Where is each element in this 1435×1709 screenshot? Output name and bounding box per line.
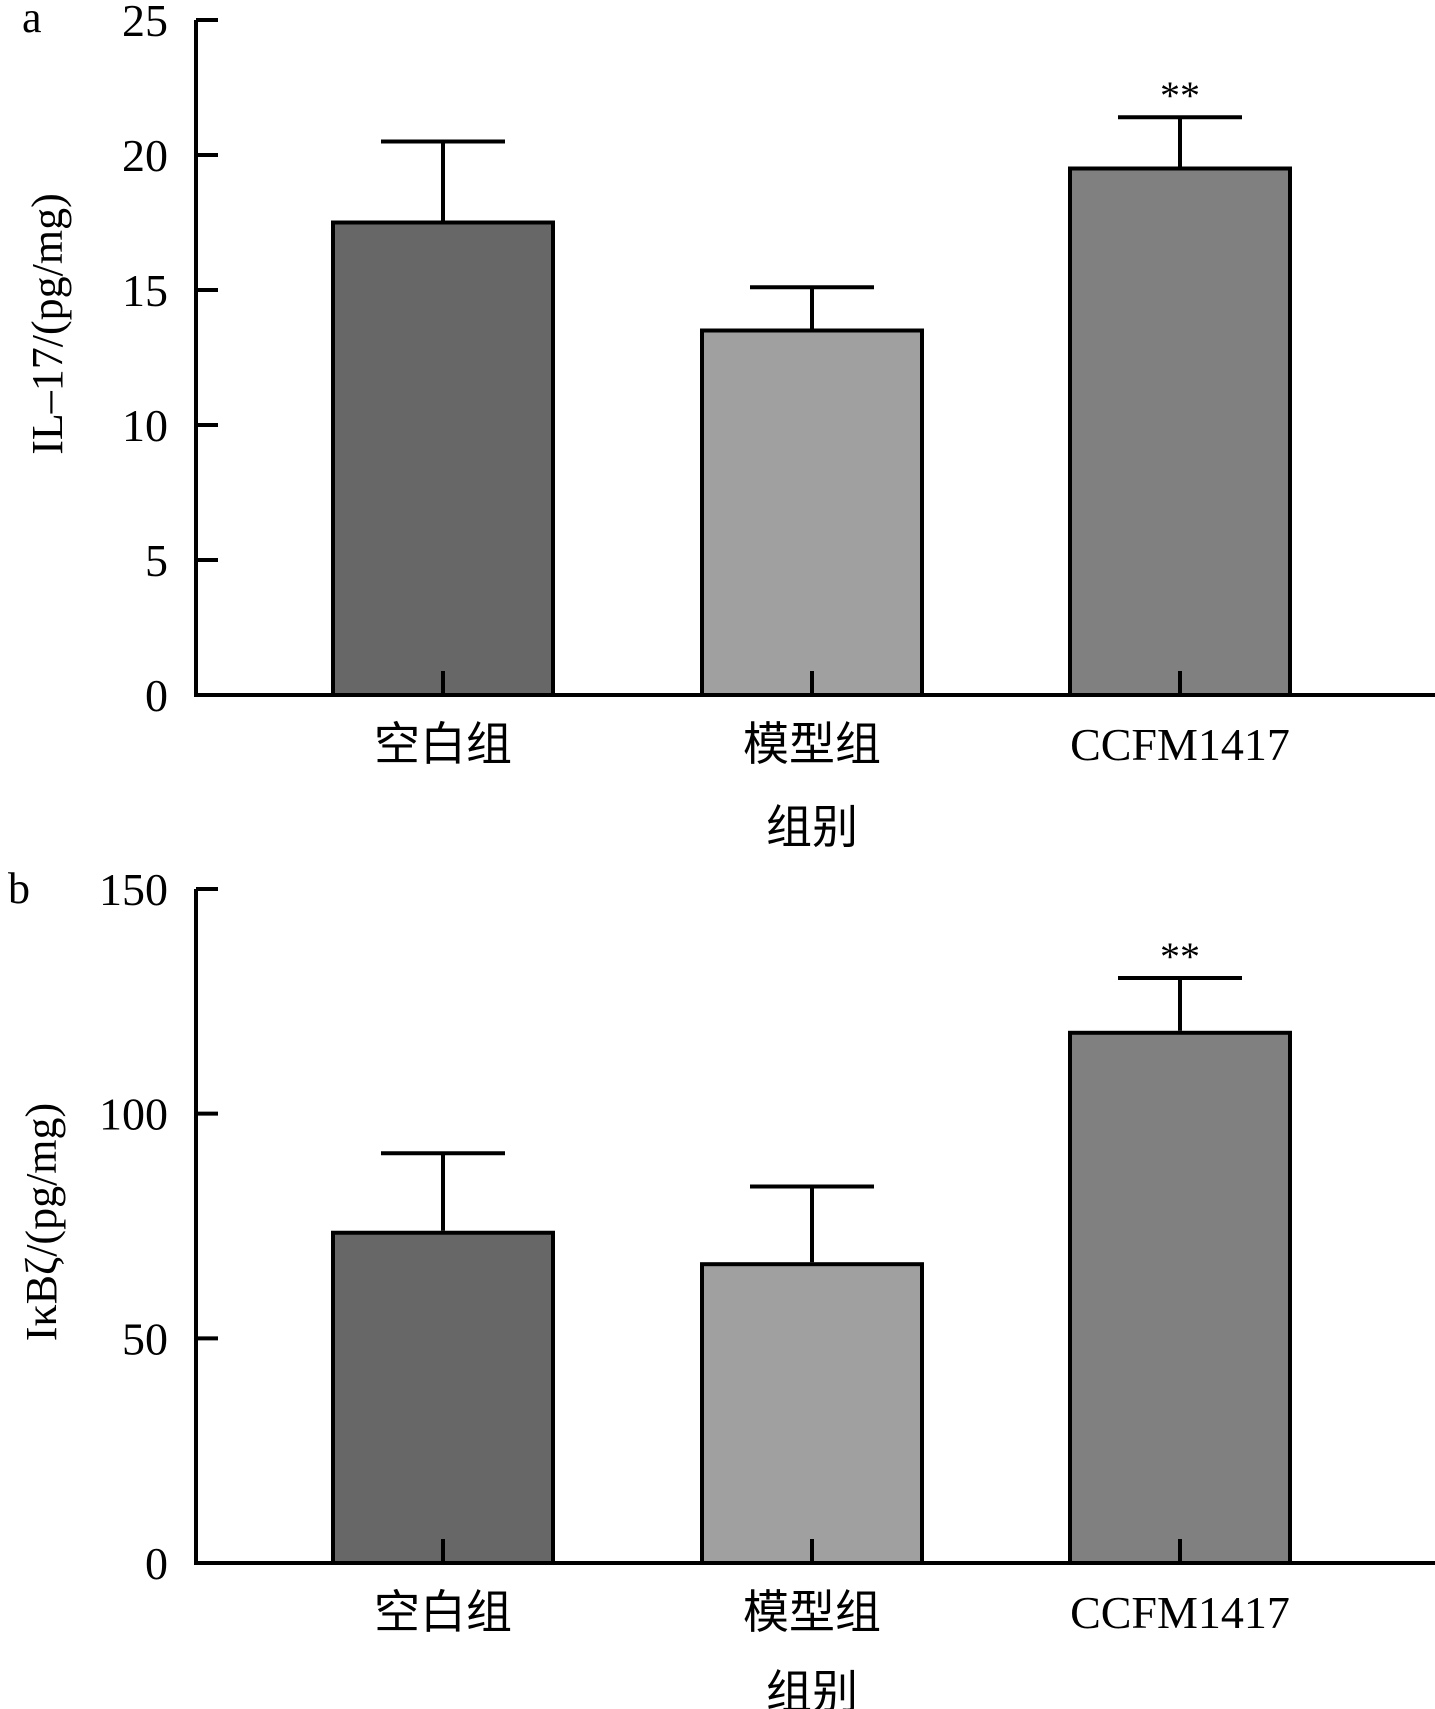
x-tick-label: CCFM1417: [1070, 719, 1290, 770]
y-tick-label: 25: [122, 0, 168, 46]
bar-0: [331, 220, 555, 697]
x-axis-title: 组别: [766, 802, 858, 853]
axes: [194, 889, 1435, 1565]
y-tick-label: 50: [122, 1313, 168, 1364]
y-tick-label: 5: [145, 535, 168, 586]
y-ticks: 0 50 100 150: [99, 864, 218, 1589]
x-category-labels: 空白组 模型组 CCFM1417: [374, 1587, 1290, 1638]
bar-0: [331, 1230, 555, 1565]
y-ticks: 0 5 10 15 20 25: [122, 0, 218, 721]
significance-label: **: [1160, 934, 1200, 979]
y-tick-label: 20: [122, 130, 168, 181]
y-tick-label: 0: [145, 670, 168, 721]
bar-1: [700, 328, 924, 697]
significance-label: **: [1160, 73, 1200, 118]
bar-2: [1068, 1030, 1292, 1565]
x-category-labels: 空白组 模型组 CCFM1417: [374, 719, 1290, 770]
y-tick-label: 10: [122, 400, 168, 451]
panel-a: a IL–17/(pg/mg) 0 5 10 15 20 25 ** 空白组 模型组 CCFM…: [22, 0, 1435, 853]
bar-1: [700, 1262, 924, 1566]
y-axis-title: IL–17/(pg/mg): [23, 193, 72, 455]
x-tick-label: 模型组: [743, 1587, 881, 1638]
axes: [194, 20, 1435, 697]
panel-label: b: [8, 864, 30, 913]
panel-b: b IκBζ/(pg/mg) 0 50 100 150 ** 空白组 模型组 CCFM14…: [8, 864, 1435, 1709]
x-axis-title: 组别: [766, 1667, 858, 1709]
bar-2: [1068, 166, 1292, 697]
y-tick-label: 0: [145, 1538, 168, 1589]
y-tick-label: 100: [99, 1089, 168, 1140]
bars: **: [331, 73, 1292, 697]
y-tick-label: 150: [99, 864, 168, 915]
x-tick-label: CCFM1417: [1070, 1587, 1290, 1638]
x-tick-label: 模型组: [743, 719, 881, 770]
panel-label: a: [22, 0, 42, 42]
bars: **: [331, 934, 1292, 1566]
x-tick-label: 空白组: [374, 719, 512, 770]
x-tick-label: 空白组: [374, 1587, 512, 1638]
y-tick-label: 15: [122, 265, 168, 316]
y-axis-title: IκBζ/(pg/mg): [17, 1103, 66, 1341]
